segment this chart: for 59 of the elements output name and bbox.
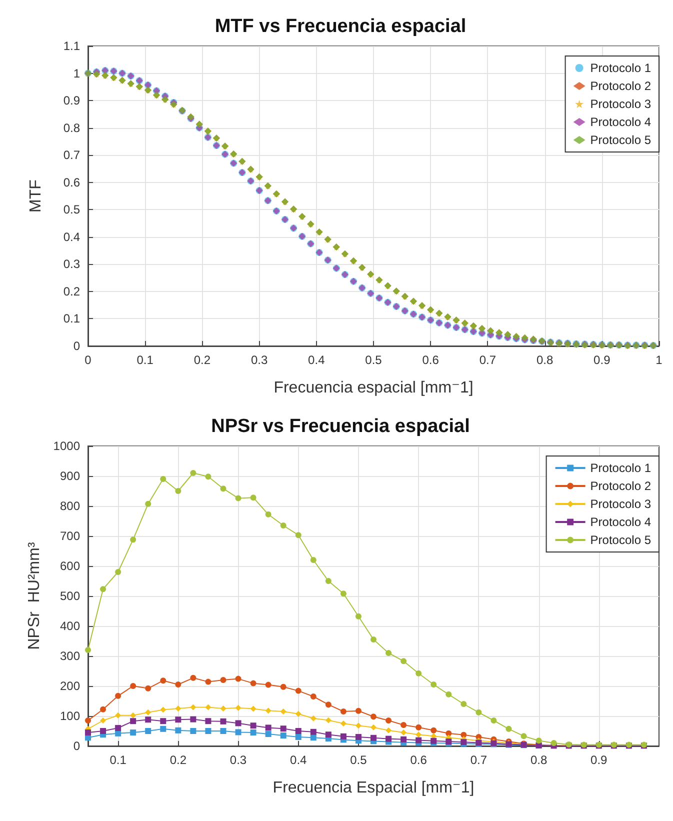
- y-tick-label: 400: [60, 619, 80, 633]
- y-tick-label: 700: [60, 529, 80, 543]
- legend-label: Protocolo 3: [590, 97, 652, 111]
- x-tick-label: 0.5: [365, 353, 382, 367]
- y-tick-label: 0.7: [63, 148, 80, 162]
- x-tick-label: 0.6: [422, 353, 440, 367]
- y-tick-label: 200: [60, 679, 80, 693]
- legend-label: Protocolo 4: [590, 515, 652, 529]
- x-tick-label: 1: [656, 353, 663, 367]
- legend-label: Protocolo 1: [590, 61, 652, 75]
- x-axis-title: Frecuencia espacial [mm⁻1]: [274, 380, 474, 396]
- legend-label: Protocolo 2: [590, 479, 652, 493]
- x-axis-title: Frecuencia Espacial [mm⁻1]: [272, 780, 474, 796]
- x-tick-label: 0.1: [136, 353, 154, 367]
- x-tick-label: 0.4: [308, 353, 326, 367]
- y-tick-label: 0.2: [63, 284, 80, 298]
- y-tick-label: 100: [60, 709, 80, 723]
- y-tick-label: 500: [60, 589, 80, 603]
- x-tick-label: 0.7: [479, 353, 496, 367]
- chart-title: NPSr vs Frecuencia espacial: [211, 416, 470, 437]
- y-tick-label: 0: [73, 739, 80, 753]
- x-tick-label: 0.1: [110, 753, 127, 767]
- x-tick-label: 0.6: [410, 753, 428, 767]
- y-axis-title: NPSr HU²mm³: [26, 542, 43, 650]
- y-tick-label: 0.5: [63, 202, 80, 217]
- x-tick-label: 0.2: [194, 353, 211, 367]
- y-tick-label: 900: [60, 469, 80, 483]
- legend-label: Protocolo 5: [590, 533, 652, 547]
- legend-label: Protocolo 4: [590, 115, 652, 129]
- chart-title: MTF vs Frecuencia espacial: [214, 16, 466, 37]
- y-tick-label: 0.3: [63, 257, 80, 272]
- x-tick-label: 0.8: [536, 353, 554, 367]
- y-tick-label: 300: [60, 649, 80, 663]
- y-tick-label: 0.1: [63, 312, 80, 326]
- legend-label: Protocolo 2: [590, 79, 652, 93]
- x-tick-label: 0.5: [350, 753, 368, 767]
- y-tick-label: 800: [60, 499, 80, 513]
- y-tick-label: 1: [73, 66, 80, 80]
- y-tick-label: 1.1: [63, 39, 80, 53]
- y-tick-label: 0: [73, 339, 80, 353]
- y-tick-label: 1000: [53, 439, 80, 453]
- y-tick-label: 0.6: [63, 175, 80, 190]
- x-tick-label: 0.9: [594, 353, 611, 367]
- x-tick-label: 0.8: [530, 753, 548, 767]
- legend-label: Protocolo 1: [590, 461, 652, 475]
- legend-label: Protocolo 5: [590, 133, 652, 147]
- x-tick-label: 0.2: [170, 753, 187, 767]
- x-tick-label: 0.9: [590, 753, 608, 767]
- y-axis-title: MTF: [28, 179, 44, 212]
- y-tick-label: 0.4: [63, 230, 80, 244]
- x-tick-label: 0.7: [470, 753, 488, 767]
- x-tick-label: 0.3: [230, 753, 247, 767]
- y-tick-label: 0.9: [63, 94, 80, 108]
- x-tick-label: 0: [84, 353, 92, 367]
- y-tick-label: 600: [60, 559, 80, 573]
- legend-label: Protocolo 3: [590, 497, 652, 511]
- x-tick-label: 0.3: [250, 353, 268, 367]
- y-tick-label: 0.8: [63, 120, 80, 135]
- x-tick-label: 0.4: [290, 753, 308, 767]
